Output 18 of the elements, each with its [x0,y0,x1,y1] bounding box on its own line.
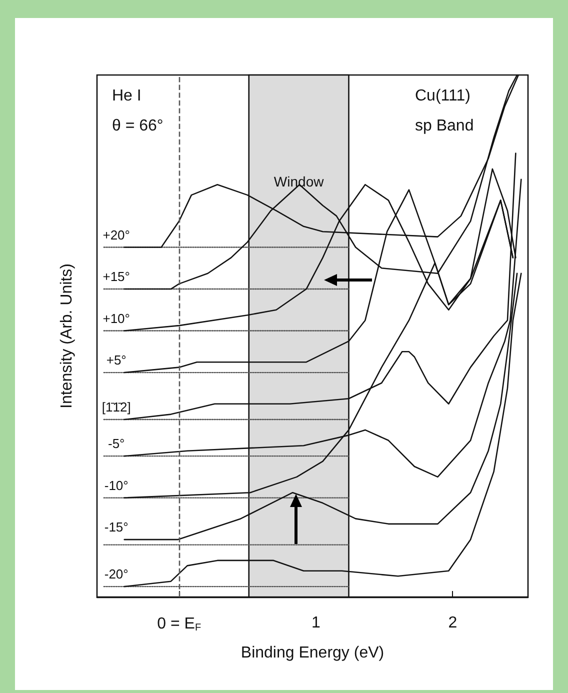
series-label: +10° [102,310,130,326]
x-axis-title: Binding Energy (eV) [240,644,384,662]
x-tick-label: 2 [448,614,458,632]
annotation: He I [112,88,142,104]
band-label: Window [274,173,325,190]
annotation: sp Band [415,118,474,134]
annotation: θ = 66° [112,118,164,134]
series-label: +15° [102,269,130,284]
series-label: [1̄1̄2] [102,400,131,415]
x-tick-label: 1 [311,614,320,632]
series-label: -5° [108,436,125,452]
series-label: -20° [104,566,128,582]
series-label: -10° [104,478,128,493]
series-label: +5° [106,352,126,368]
y-axis-title: Intensity (Arb. Units) [58,264,76,408]
annotation: Cu(111) [415,88,470,104]
series-label: -15° [104,520,128,535]
series-label: +20° [102,227,130,242]
